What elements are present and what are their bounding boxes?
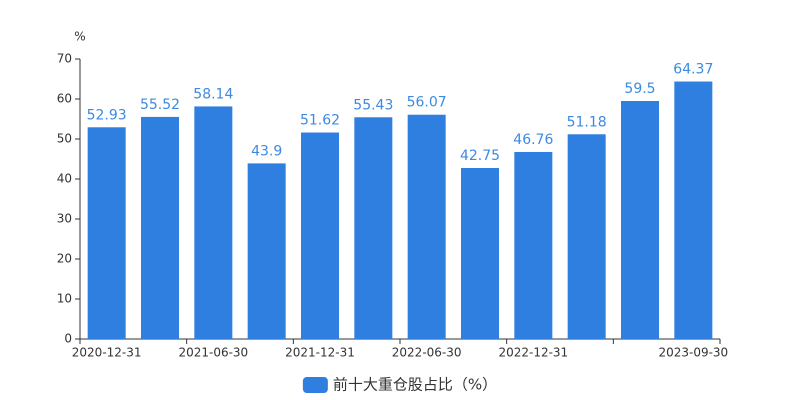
bar — [514, 151, 553, 339]
y-tick-label: 30 — [57, 212, 72, 226]
bar — [301, 132, 339, 339]
value-label: 56.07 — [407, 95, 447, 111]
legend-label: 前十大重仓股占比（%） — [333, 376, 497, 394]
bar — [141, 116, 179, 339]
bar — [194, 106, 233, 339]
legend-swatch — [302, 377, 328, 393]
bar — [567, 134, 606, 339]
value-label: 55.52 — [140, 97, 180, 113]
value-label: 46.76 — [513, 132, 553, 148]
bar — [87, 127, 126, 339]
bar — [354, 117, 393, 339]
y-tick-label: 60 — [57, 92, 72, 106]
value-label: 51.62 — [300, 113, 340, 129]
bar — [247, 163, 286, 339]
x-tick-label: 2020-12-31 — [72, 346, 142, 360]
value-label: 55.43 — [353, 97, 393, 113]
y-unit: % — [74, 30, 85, 44]
y-tick-label: 50 — [57, 132, 72, 146]
value-label: 64.37 — [673, 62, 713, 78]
value-label: 52.93 — [87, 107, 127, 123]
bar — [674, 81, 713, 340]
y-tick-label: 70 — [57, 52, 72, 66]
x-tick-label: 2022-06-30 — [392, 346, 462, 360]
x-tick-label: 2023-09-30 — [658, 346, 728, 360]
value-label: 59.5 — [624, 81, 655, 97]
value-label: 43.9 — [251, 143, 282, 159]
x-tick-label: 2022-12-31 — [498, 346, 568, 360]
y-tick-label: 0 — [64, 332, 72, 346]
x-tick-label: 2021-12-31 — [285, 346, 355, 360]
x-tick-label: 2021-06-30 — [178, 346, 248, 360]
y-tick-label: 40 — [57, 172, 72, 186]
bar — [407, 114, 446, 339]
value-label: 42.75 — [460, 148, 500, 164]
bar — [621, 101, 659, 339]
y-tick-label: 20 — [57, 252, 72, 266]
value-label: 58.14 — [193, 86, 233, 102]
bar — [461, 168, 499, 339]
value-label: 51.18 — [567, 114, 607, 130]
y-tick-label: 10 — [57, 292, 72, 306]
